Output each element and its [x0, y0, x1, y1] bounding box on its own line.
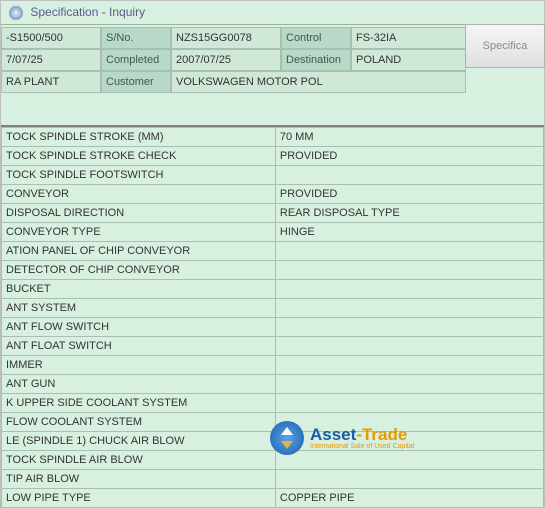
table-row[interactable]: TIP AIR BLOW	[2, 469, 544, 488]
spec-label-cell: BUCKET	[2, 279, 276, 298]
customer-label: Customer	[101, 71, 171, 93]
spec-value-cell	[275, 279, 543, 298]
table-row[interactable]: DISPOSAL DIRECTIONREAR DISPOSAL TYPE	[2, 203, 544, 222]
control-label: Control	[281, 27, 351, 49]
spec-value-cell: REAR DISPOSAL TYPE	[275, 203, 543, 222]
spec-label-cell: K UPPER SIDE COOLANT SYSTEM	[2, 393, 276, 412]
date-value: 7/07/25	[1, 49, 101, 71]
spec-label-cell: DISPOSAL DIRECTION	[2, 203, 276, 222]
table-row[interactable]: CONVEYORPROVIDED	[2, 184, 544, 203]
table-row[interactable]: DETECTOR OF CHIP CONVEYOR	[2, 260, 544, 279]
watermark-sub: International Sale of Used Capital	[310, 443, 414, 450]
sno-label: S/No.	[101, 27, 171, 49]
window-title: Specification - Inquiry	[30, 5, 145, 19]
spec-label-cell: DETECTOR OF CHIP CONVEYOR	[2, 260, 276, 279]
table-row[interactable]: ATION PANEL OF CHIP CONVEYOR	[2, 241, 544, 260]
spec-value-cell: PROVIDED	[275, 146, 543, 165]
table-row[interactable]: K UPPER SIDE COOLANT SYSTEM	[2, 393, 544, 412]
plant-value: RA PLANT	[1, 71, 101, 93]
spec-label-cell: TOCK SPINDLE AIR BLOW	[2, 450, 276, 469]
spec-label-cell: ANT FLOW SWITCH	[2, 317, 276, 336]
spec-value-cell	[275, 393, 543, 412]
watermark-brand-1: Asset	[310, 425, 356, 444]
table-row[interactable]: TOCK SPINDLE STROKE (MM)70 MM	[2, 127, 544, 146]
completed-value: 2007/07/25	[171, 49, 281, 71]
spec-value-cell	[275, 165, 543, 184]
completed-label: Completed	[101, 49, 171, 71]
spec-value-cell	[275, 469, 543, 488]
table-row[interactable]: IMMER	[2, 355, 544, 374]
spec-label-cell: CONVEYOR TYPE	[2, 222, 276, 241]
spec-value-cell	[275, 374, 543, 393]
spec-label-cell: FLOW COOLANT SYSTEM	[2, 412, 276, 431]
spec-label-cell: IMMER	[2, 355, 276, 374]
spec-label-cell: ATION PANEL OF CHIP CONVEYOR	[2, 241, 276, 260]
sno-value: NZS15GG0078	[171, 27, 281, 49]
table-row[interactable]: CONVEYOR TYPEHINGE	[2, 222, 544, 241]
destination-value: POLAND	[351, 49, 466, 71]
table-row[interactable]: ANT FLOW SWITCH	[2, 317, 544, 336]
spec-value-cell	[275, 336, 543, 355]
spec-label-cell: LOW PIPE TYPE	[2, 488, 276, 507]
spec-value-cell: HINGE	[275, 222, 543, 241]
header-grid: -S1500/500 S/No. NZS15GG0078 Control FS-…	[1, 27, 544, 93]
spec-value-cell: COPPER PIPE	[275, 488, 543, 507]
spec-value-cell	[275, 317, 543, 336]
spec-label-cell: CONVEYOR	[2, 184, 276, 203]
watermark-text: Asset-Trade International Sale of Used C…	[310, 426, 414, 450]
spec-label-cell: LE (SPINDLE 1) CHUCK AIR BLOW	[2, 431, 276, 450]
model-value: -S1500/500	[1, 27, 101, 49]
table-row[interactable]: TOCK SPINDLE FOOTSWITCH	[2, 165, 544, 184]
spec-label-cell: TOCK SPINDLE FOOTSWITCH	[2, 165, 276, 184]
table-row[interactable]: LOW PIPE TYPECOPPER PIPE	[2, 488, 544, 507]
spec-label-cell: TOCK SPINDLE STROKE CHECK	[2, 146, 276, 165]
watermark-brand-2: -Trade	[356, 425, 407, 444]
spec-value-cell	[275, 260, 543, 279]
destination-label: Destination	[281, 49, 351, 71]
customer-value: VOLKSWAGEN MOTOR POL	[171, 71, 466, 93]
spec-value-cell	[275, 298, 543, 317]
table-row[interactable]: BUCKET	[2, 279, 544, 298]
table-row[interactable]: ANT SYSTEM	[2, 298, 544, 317]
table-row[interactable]: ANT FLOAT SWITCH	[2, 336, 544, 355]
watermark-icon	[270, 421, 304, 455]
app-icon	[9, 6, 23, 20]
spec-label-cell: TOCK SPINDLE STROKE (MM)	[2, 127, 276, 146]
specification-tab[interactable]: Specifica	[465, 24, 545, 68]
spec-value-cell	[275, 355, 543, 374]
spec-value-cell: PROVIDED	[275, 184, 543, 203]
watermark: Asset-Trade International Sale of Used C…	[270, 421, 414, 455]
header-section: -S1500/500 S/No. NZS15GG0078 Control FS-…	[1, 25, 544, 95]
spec-label-cell: ANT FLOAT SWITCH	[2, 336, 276, 355]
table-row[interactable]: ANT GUN	[2, 374, 544, 393]
spec-label-cell: TIP AIR BLOW	[2, 469, 276, 488]
spec-value-cell	[275, 241, 543, 260]
control-value: FS-32IA	[351, 27, 466, 49]
spec-label-cell: ANT SYSTEM	[2, 298, 276, 317]
spec-label-cell: ANT GUN	[2, 374, 276, 393]
title-bar: Specification - Inquiry	[1, 1, 544, 25]
spec-value-cell: 70 MM	[275, 127, 543, 146]
table-row[interactable]: TOCK SPINDLE STROKE CHECKPROVIDED	[2, 146, 544, 165]
